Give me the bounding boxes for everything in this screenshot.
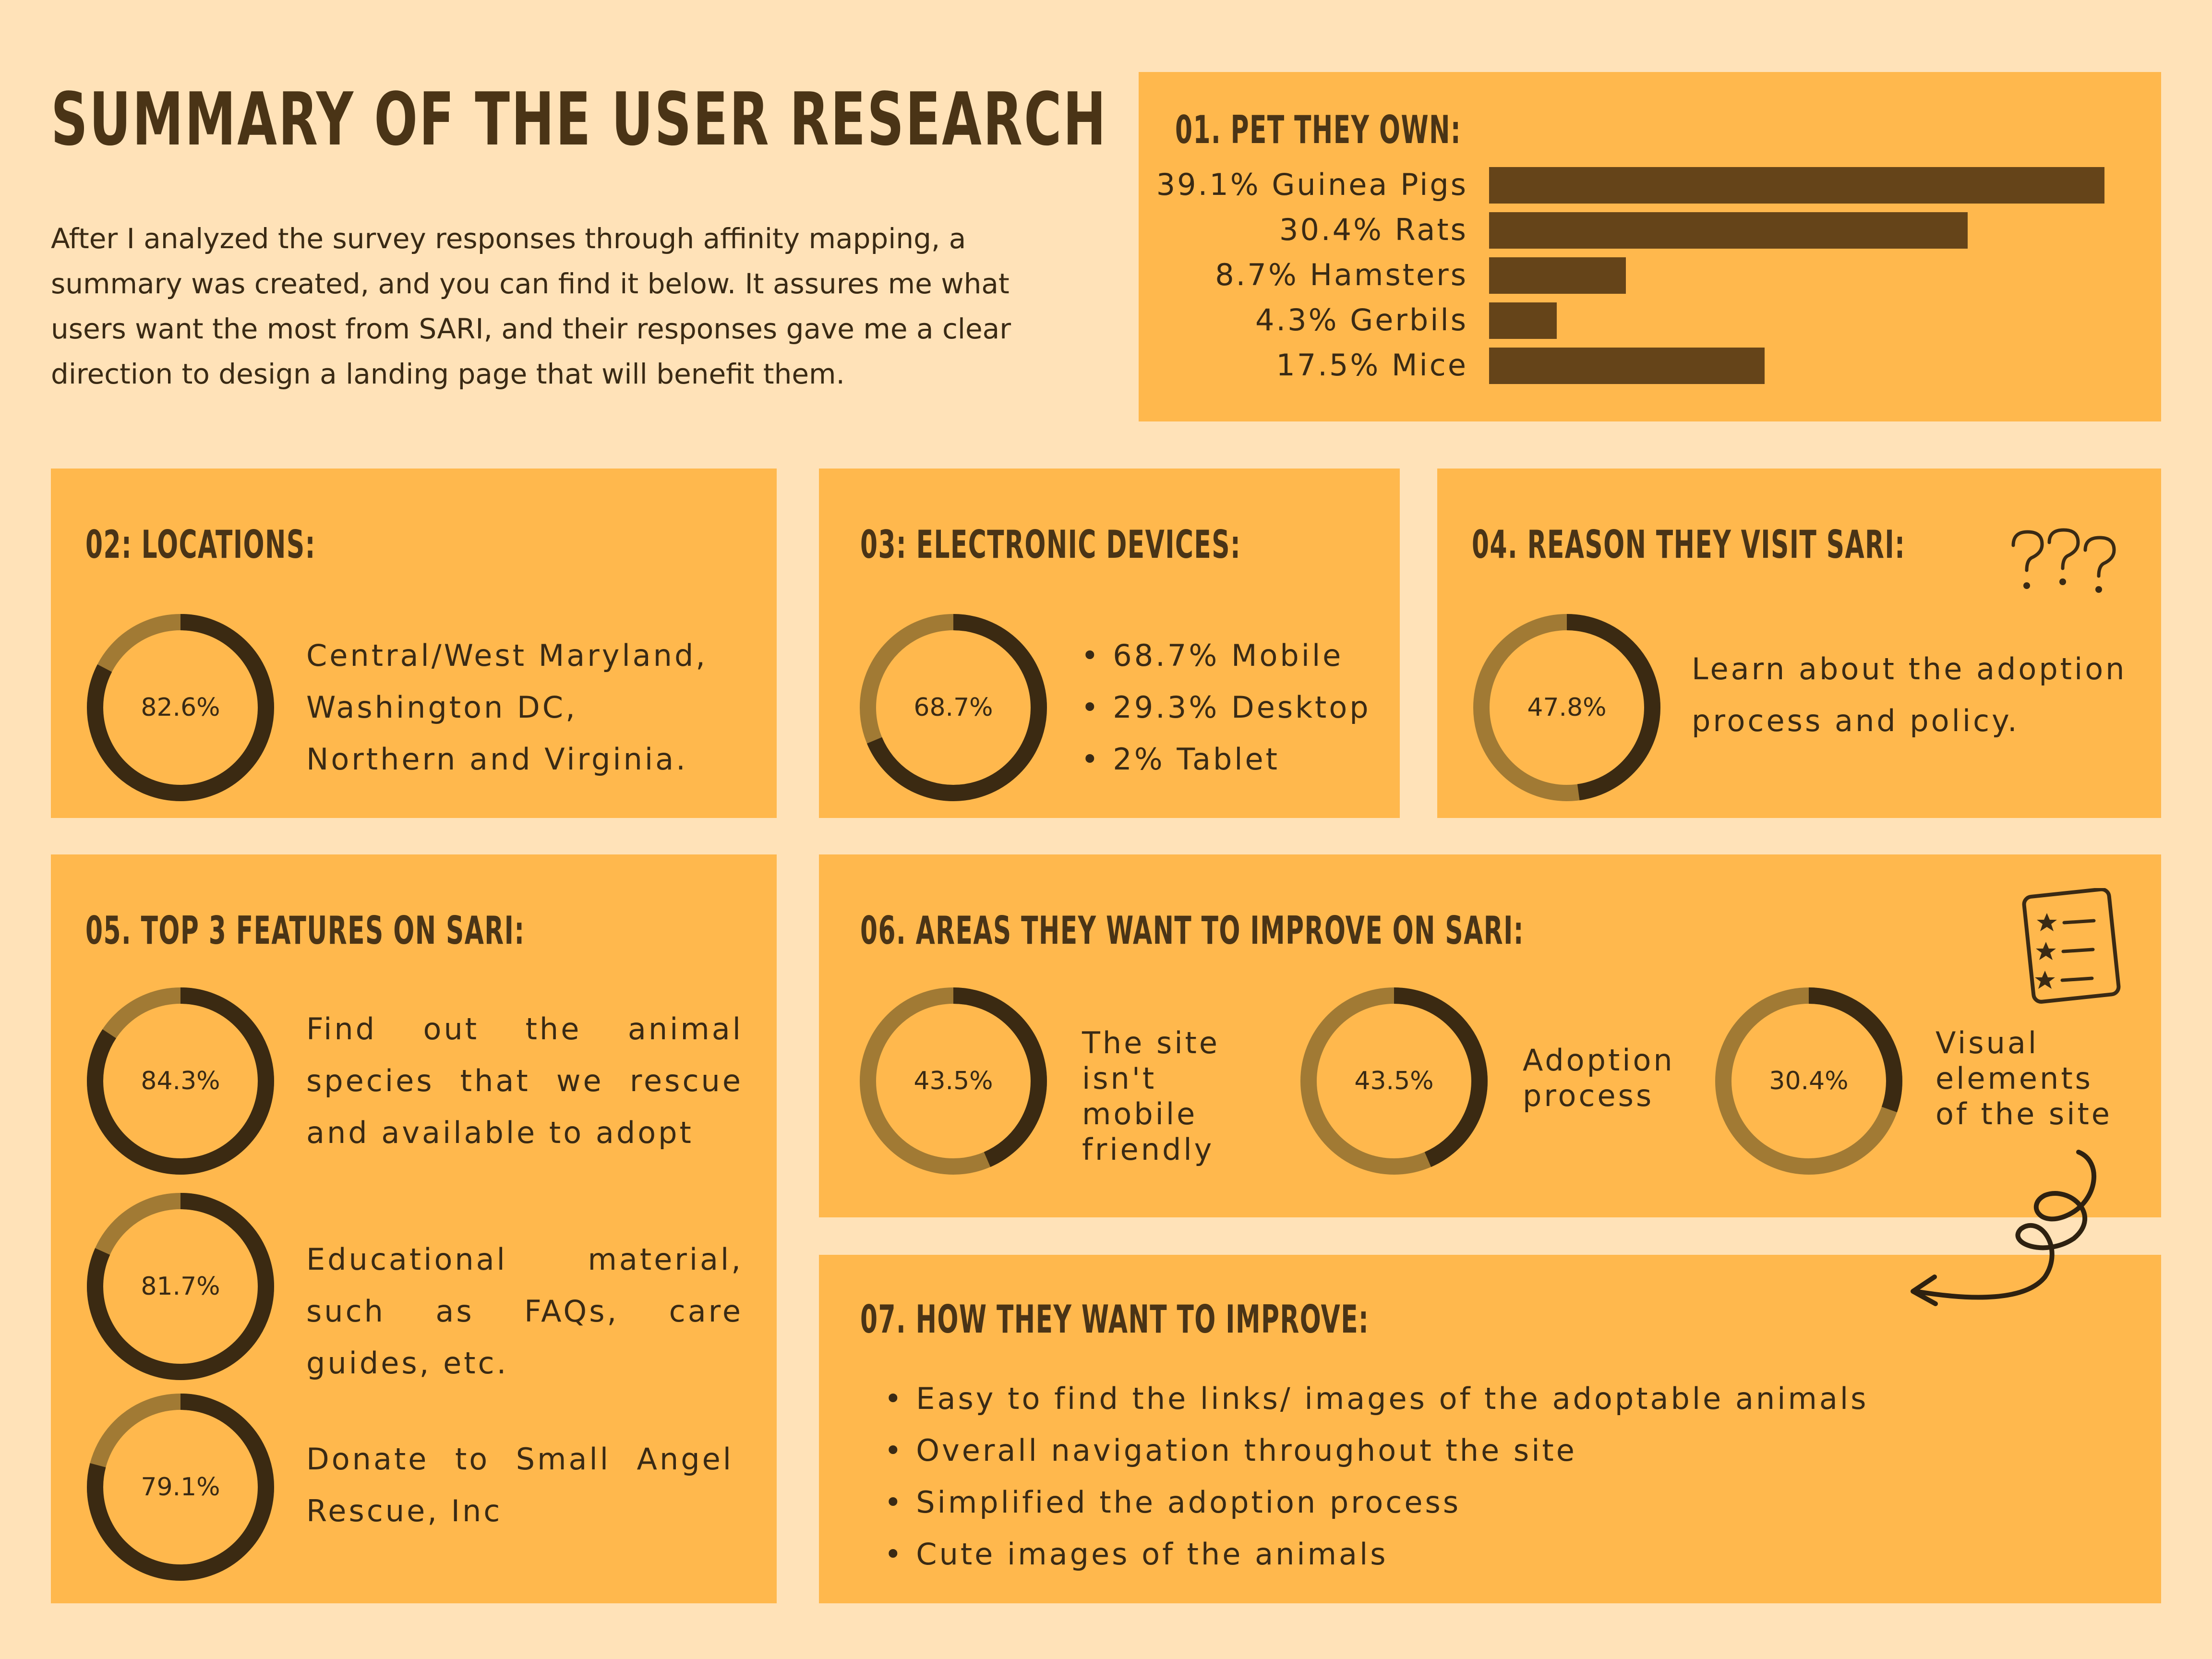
devices-card: 03: ELECTRONIC DEVICES: 68.7% 68.7% Mobi… — [819, 469, 1400, 818]
features-card: 05. TOP 3 FEATURES ON SARI: 84.3% Find o… — [51, 854, 777, 1603]
donut-percent-label: 82.6% — [141, 693, 220, 722]
improve-area-text: The site isn't mobile friendly — [1082, 1025, 1220, 1167]
pets-card: 01. PET THEY OWN: 39.1% Guinea Pigs 30.4%… — [1139, 72, 2161, 421]
squiggle-arrow-icon — [1911, 1150, 2096, 1306]
feature-donut: 81.7% — [87, 1193, 274, 1380]
donut-percent-label: 47.8% — [1527, 693, 1606, 722]
improve-areas-title: 06. AREAS THEY WANT TO IMPROVE ON SARI: — [860, 908, 1524, 953]
feature-donut: 84.3% — [87, 987, 274, 1175]
bar-label: 39.1% Guinea Pigs — [1156, 167, 1468, 202]
how-improve-card: 07. HOW THEY WANT TO IMPROVE: Easy to fi… — [819, 1255, 2161, 1603]
bar — [1489, 212, 1968, 249]
locations-text: Central/West Maryland, Washington DC, No… — [306, 638, 708, 777]
donut-percent-label: 84.3% — [141, 1067, 220, 1095]
bar-label: 30.4% Rats — [1279, 212, 1468, 247]
reason-title: 04. REASON THEY VISIT SARI: — [1472, 522, 1906, 567]
donut-percent-label: 81.7% — [141, 1272, 220, 1301]
feature-text: Donate to Small Angel Rescue, Inc — [306, 1442, 733, 1528]
donut-percent-label: 43.5% — [914, 1067, 993, 1095]
bar — [1489, 257, 1626, 294]
donut-arc — [87, 614, 274, 801]
list-item: 68.7% Mobile — [1081, 630, 1379, 682]
improve-areas-card: 06. AREAS THEY WANT TO IMPROVE ON SARI: … — [819, 854, 2161, 1217]
star-checklist-icon — [2022, 888, 2121, 1004]
feature-text: Educational material, such as FAQs, care… — [306, 1242, 743, 1381]
donut-percent-label: 79.1% — [141, 1473, 220, 1502]
donut-arc — [1715, 987, 1902, 1175]
devices-list: 68.7% Mobile 29.3% Desktop 2% Tablet — [1081, 630, 1379, 785]
improve-area-text: Adoption process — [1523, 1043, 1675, 1113]
improve-donut: 30.4% — [1715, 987, 1902, 1175]
page-title: SUMMARY OF THE USER RESEARCH — [51, 77, 1107, 162]
bar-label: 4.3% Gerbils — [1255, 302, 1468, 337]
donut-arc — [87, 1193, 274, 1380]
list-item: 2% Tablet — [1081, 733, 1379, 785]
question-marks-icon — [2011, 528, 2116, 593]
bar — [1489, 348, 1765, 384]
improve-donut: 43.5% — [1300, 987, 1488, 1175]
intro-text: After I analyzed the survey responses th… — [51, 222, 1011, 390]
reason-card: 04. REASON THEY VISIT SARI: 47.8% Learn … — [1437, 469, 2161, 818]
list-item: 29.3% Desktop — [1081, 682, 1379, 733]
pets-title: 01. PET THEY OWN: — [1175, 108, 1462, 152]
bar — [1489, 302, 1557, 339]
donut-arc — [87, 1394, 274, 1581]
devices-donut: 68.7% — [860, 614, 1047, 801]
bar-label: 17.5% Mice — [1276, 348, 1468, 383]
list-item: Easy to find the links/ images of the ad… — [884, 1373, 2036, 1425]
donut-percent-label: 43.5% — [1354, 1067, 1433, 1095]
locations-donut: 82.6% — [87, 614, 274, 801]
locations-title: 02: LOCATIONS: — [85, 522, 316, 567]
donut-arc — [860, 987, 1047, 1175]
bar — [1489, 167, 2104, 204]
donut-percent-label: 30.4% — [1769, 1067, 1848, 1095]
donut-arc — [1300, 987, 1488, 1175]
how-improve-list: Easy to find the links/ images of the ad… — [884, 1373, 2036, 1580]
how-improve-title: 07. HOW THEY WANT TO IMPROVE: — [860, 1297, 1370, 1342]
list-item: Simplified the adoption process — [884, 1477, 2036, 1528]
feature-text: Find out the animal species that we resc… — [306, 1011, 743, 1150]
donut-percent-label: 68.7% — [914, 693, 993, 722]
donut-arc — [1473, 614, 1660, 801]
devices-title: 03: ELECTRONIC DEVICES: — [860, 522, 1241, 567]
list-item: Cute images of the animals — [884, 1528, 2036, 1580]
bar-label: 8.7% Hamsters — [1215, 257, 1468, 292]
improve-donut: 43.5% — [860, 987, 1047, 1175]
reason-donut: 47.8% — [1473, 614, 1660, 801]
list-item: Overall navigation throughout the site — [884, 1425, 2036, 1477]
reason-text: Learn about the adoption process and pol… — [1692, 651, 2127, 738]
donut-arc — [87, 987, 274, 1175]
locations-card: 02: LOCATIONS: 82.6% Central/West Maryla… — [51, 469, 777, 818]
donut-arc — [860, 614, 1047, 801]
features-title: 05. TOP 3 FEATURES ON SARI: — [85, 908, 525, 953]
feature-donut: 79.1% — [87, 1394, 274, 1581]
improve-area-text: Visual elements of the site — [1936, 1025, 2112, 1131]
